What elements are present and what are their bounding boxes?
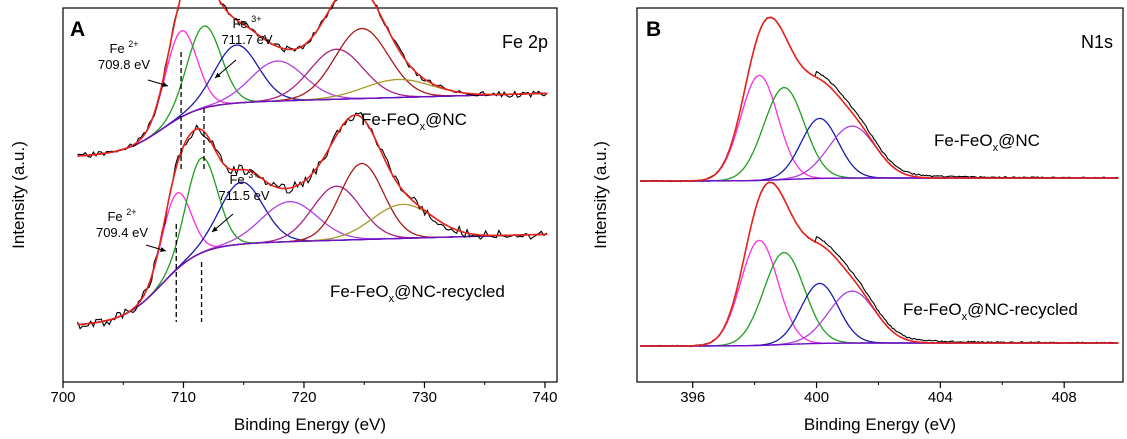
panel-b-sample-label-bottom: Fe-FeOx@NC-recycled — [903, 300, 1078, 323]
panel-a-arrow-head — [212, 226, 218, 232]
panel-b-x-tick-label: 408 — [1052, 389, 1077, 406]
panel-a-bottom-fit-component — [77, 201, 548, 326]
panel-a-y-axis-title: Intensity (a.u.) — [9, 141, 28, 249]
panel-a-bottom-fit-component — [77, 185, 548, 326]
panel-b-top-fit-component — [640, 74, 1119, 182]
panel-a-sample-label-bottom: Fe-FeOx@NC-recycled — [330, 282, 505, 305]
panel-a-curves — [76, 0, 548, 330]
panel-a-x-axis: 700 710 720 730 740 — [50, 382, 557, 406]
panel-a-x-tick-label: 710 — [171, 389, 196, 406]
panel-a-x-tick-label: 740 — [532, 389, 557, 406]
panel-b-top-fit-component — [640, 125, 1119, 182]
panel-b-x-axis-title: Binding Energy (eV) — [804, 415, 956, 434]
panel-b-frame — [636, 7, 1124, 383]
panel-b-x-tick-label: 400 — [804, 389, 829, 406]
panel-b-x-tick-label: 404 — [928, 389, 953, 406]
panel-a-x-axis-title: Binding Energy (eV) — [234, 415, 386, 434]
panel-a-arrow-head — [215, 72, 221, 78]
panel-a-sample-label-top: Fe-FeOx@NC — [361, 110, 467, 133]
panel-a-top-fit-component — [77, 78, 548, 157]
panel-a-energy-label: 711.7 eV — [221, 32, 272, 47]
panel-a-ion-label: Fe 2+ — [109, 39, 138, 56]
panel-a-bottom-fit-component — [77, 181, 548, 326]
panel-b-bottom-envelope — [640, 181, 1119, 347]
panel-a-x-tick-label: 700 — [50, 389, 75, 406]
panel-a-bottom-background — [77, 233, 548, 326]
panel-a-energy-label: 711.5 eV — [218, 188, 269, 203]
panel-a-top-fit-component — [77, 27, 548, 157]
panel-b-y-axis-title: Intensity (a.u.) — [591, 141, 610, 249]
panel-a-ion-label: Fe 3+ — [232, 14, 261, 31]
panel-b-bottom-fit-component — [640, 239, 1119, 347]
panel-b: B N1s 396 400 404 408 Fe-FeOx@NC Fe-FeOx@NC… — [591, 7, 1124, 434]
panel-b-top-fit-component — [640, 86, 1119, 182]
panel-b-bottom-raw-data — [639, 181, 1119, 348]
panel-b-top-raw-data — [639, 16, 1119, 183]
panel-a-energy-label: 709.8 eV — [98, 57, 150, 72]
panel-a-bottom-envelope — [77, 114, 548, 326]
panel-a-top-background — [77, 92, 548, 157]
panel-b-x-axis: 396 400 404 408 — [680, 382, 1077, 406]
panel-a-x-tick-label: 730 — [412, 389, 437, 406]
panel-a-top-fit-component — [77, 25, 548, 157]
panel-a-x-tick-label: 720 — [291, 389, 316, 406]
panel-a: A Fe 2p 700 710 720 730 740 Fe 2+709.8 eVFe … — [9, 0, 558, 434]
panel-b-x-tick-label: 396 — [680, 389, 705, 406]
panel-a-energy-label: 709.4 eV — [96, 225, 148, 240]
panel-a-bottom-fit-component — [77, 203, 548, 326]
panel-a-top-raw-data — [77, 0, 547, 158]
panel-a-top-envelope — [77, 0, 548, 157]
panel-b-curves — [639, 16, 1119, 348]
panel-b-letter: B — [646, 18, 661, 41]
panel-a-title: Fe 2p — [502, 32, 548, 52]
panel-a-top-fit-component — [77, 60, 548, 157]
panel-b-sample-label-top: Fe-FeOx@NC — [934, 131, 1040, 154]
panel-a-ion-label: Fe 2+ — [107, 207, 136, 224]
panel-a-ion-label: Fe 3+ — [229, 170, 258, 187]
panel-a-letter: A — [70, 18, 85, 41]
panel-a-frame — [62, 7, 558, 383]
panel-b-top-fit-component — [640, 117, 1119, 182]
panel-b-top-envelope — [640, 16, 1119, 182]
panel-a-arrow-head — [162, 81, 168, 87]
panel-a-arrow-head — [160, 246, 166, 252]
panel-b-title: N1s — [1081, 32, 1113, 52]
